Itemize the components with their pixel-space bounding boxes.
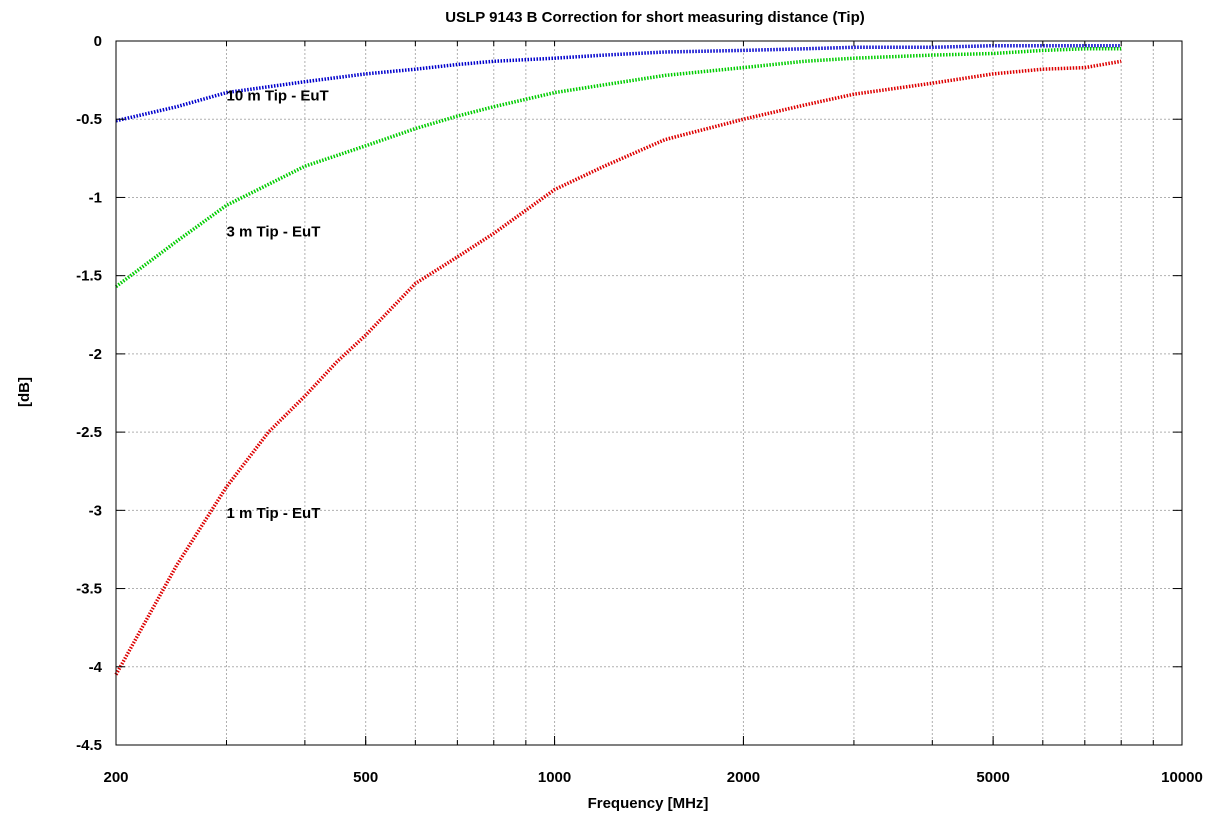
series-lines xyxy=(114,43,1122,676)
x-axis-label: Frequency [MHz] xyxy=(588,795,709,812)
x-tick-label: 200 xyxy=(103,769,128,786)
chart-title: USLP 9143 B Correction for short measuri… xyxy=(445,9,865,26)
series-label-1: 10 m Tip - EuT xyxy=(226,87,328,104)
y-tick-label: 0 xyxy=(94,33,102,50)
x-tick-label: 2000 xyxy=(727,769,760,786)
y-tick-label: -0.5 xyxy=(76,111,102,128)
series-line-2 xyxy=(114,47,1122,289)
y-tick-label: -1 xyxy=(89,189,102,206)
y-tick-label: -2 xyxy=(89,346,102,363)
y-tick-label: -3.5 xyxy=(76,581,102,598)
y-axis-label: [dB] xyxy=(16,377,33,407)
series-line-3 xyxy=(114,59,1122,676)
y-tick-label: -4.5 xyxy=(76,737,102,754)
x-tick-label: 5000 xyxy=(976,769,1009,786)
series-label-3: 1 m Tip - EuT xyxy=(226,505,320,522)
series-label-2: 3 m Tip - EuT xyxy=(226,224,320,241)
y-tick-label: -1.5 xyxy=(76,268,102,285)
x-tick-label: 500 xyxy=(353,769,378,786)
y-tick-label: -2.5 xyxy=(76,424,102,441)
x-tick-label: 10000 xyxy=(1161,769,1203,786)
series-labels: 10 m Tip - EuT 3 m Tip - EuT 1 m Tip - EuT xyxy=(226,87,328,522)
y-tick-label: -3 xyxy=(89,502,102,519)
plot-frame xyxy=(115,40,1183,746)
grid xyxy=(116,41,1182,745)
y-tick-label: -4 xyxy=(89,659,103,676)
x-tick-label: 1000 xyxy=(538,769,571,786)
ticks: 200 500 1000 2000 5000 10000 0 -0.5 -1 -1.5 -2 -2.5… xyxy=(76,33,1203,786)
